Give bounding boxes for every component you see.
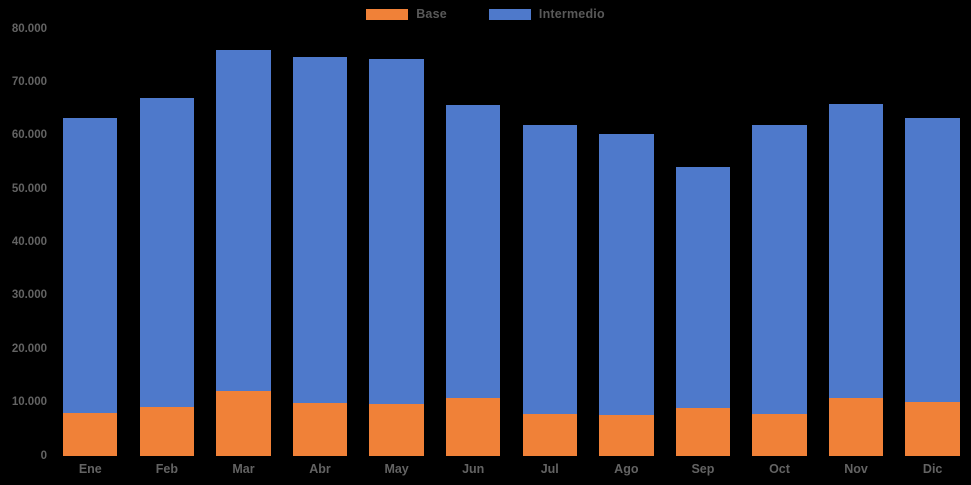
bar-jul-intermedio-segment bbox=[522, 125, 577, 415]
bar-nov bbox=[828, 29, 884, 456]
y-tick-label: 10.000 bbox=[11, 395, 47, 408]
legend-label-base: Base bbox=[416, 7, 447, 21]
bar-slot-may bbox=[358, 29, 435, 456]
bar-mar bbox=[216, 29, 271, 456]
bar-sep-base-segment bbox=[675, 407, 731, 456]
x-tick-label-jun: Jun bbox=[462, 462, 485, 476]
bar-slot-jun bbox=[435, 29, 512, 456]
x-tick-label-may: May bbox=[384, 462, 409, 476]
y-tick-label: 50.000 bbox=[11, 182, 47, 195]
bar-sep bbox=[675, 29, 731, 456]
legend-swatch-intermedio-icon bbox=[488, 8, 531, 20]
bar-jun bbox=[446, 29, 501, 456]
bar-may bbox=[369, 29, 424, 456]
bar-dic-intermedio-segment bbox=[905, 118, 960, 403]
bar-oct-base-segment bbox=[752, 414, 807, 456]
bar-nov-base-segment bbox=[828, 397, 884, 456]
bar-sep-intermedio-segment bbox=[675, 167, 731, 408]
bar-mar-intermedio-segment bbox=[216, 50, 271, 392]
bar-slot-feb bbox=[129, 29, 206, 456]
bar-feb-base-segment bbox=[139, 406, 195, 456]
bar-slot-nov bbox=[818, 29, 895, 456]
legend-swatch-base-icon bbox=[366, 8, 409, 20]
legend-item-intermedio: Intermedio bbox=[488, 7, 605, 21]
bar-slot-ene bbox=[52, 29, 129, 456]
bar-slot-sep bbox=[665, 29, 742, 456]
y-tick-label: 30.000 bbox=[11, 289, 47, 302]
bar-slot-mar bbox=[205, 29, 282, 456]
x-tick-label-nov: Nov bbox=[844, 462, 868, 476]
bar-slot-abr bbox=[282, 29, 359, 456]
plot-area bbox=[52, 29, 971, 456]
bar-dic bbox=[905, 29, 960, 456]
x-tick-label-abr: Abr bbox=[309, 462, 331, 476]
bar-abr-base-segment bbox=[292, 403, 348, 456]
bar-feb-intermedio-segment bbox=[139, 98, 195, 407]
bar-jun-base-segment bbox=[446, 398, 501, 456]
bar-feb bbox=[139, 29, 195, 456]
x-tick-label-feb: Feb bbox=[155, 462, 178, 476]
bar-ago-base-segment bbox=[599, 415, 654, 456]
bar-slot-dic bbox=[894, 29, 971, 456]
y-tick-label: 0 bbox=[40, 449, 47, 462]
y-tick-label: 20.000 bbox=[11, 342, 47, 355]
bar-slot-oct bbox=[741, 29, 818, 456]
bar-ago bbox=[599, 29, 654, 456]
x-axis: Ene Feb Mar Abr May Jun Jul Ago Sep Oct Nov Dic bbox=[52, 462, 971, 476]
bar-jun-intermedio-segment bbox=[446, 104, 501, 399]
bar-jul bbox=[522, 29, 577, 456]
bar-slot-ago bbox=[588, 29, 665, 456]
bar-ene-intermedio-segment bbox=[63, 117, 118, 414]
y-tick-label: 40.000 bbox=[11, 235, 47, 248]
bar-jul-base-segment bbox=[522, 414, 577, 456]
bar-nov-intermedio-segment bbox=[828, 103, 884, 398]
chart-legend: Base Intermedio bbox=[0, 7, 971, 21]
bar-slot-jul bbox=[511, 29, 588, 456]
x-tick-label-ago: Ago bbox=[614, 462, 639, 476]
bar-abr bbox=[292, 29, 348, 456]
y-tick-label: 70.000 bbox=[11, 75, 47, 88]
x-tick-label-sep: Sep bbox=[691, 462, 715, 476]
x-tick-label-mar: Mar bbox=[232, 462, 255, 476]
bar-mar-base-segment bbox=[216, 391, 271, 456]
bar-ago-intermedio-segment bbox=[599, 133, 654, 416]
y-tick-label: 60.000 bbox=[11, 129, 47, 141]
x-tick-label-oct: Oct bbox=[769, 462, 790, 476]
x-tick-label-ene: Ene bbox=[78, 462, 102, 476]
y-axis: 0 10.000 20.000 30.000 40.000 50.000 60.000 70.… bbox=[0, 23, 47, 461]
bar-may-base-segment bbox=[369, 403, 424, 456]
bar-dic-base-segment bbox=[905, 402, 960, 456]
bar-ene bbox=[63, 29, 118, 456]
bar-oct-intermedio-segment bbox=[752, 125, 807, 415]
bar-abr-intermedio-segment bbox=[292, 56, 348, 404]
bar-may-intermedio-segment bbox=[369, 59, 424, 404]
bar-oct bbox=[752, 29, 807, 456]
y-tick-label: 80.000 bbox=[11, 22, 47, 35]
x-tick-label-dic: Dic bbox=[922, 462, 943, 476]
legend-label-intermedio: Intermedio bbox=[538, 7, 605, 21]
bar-ene-base-segment bbox=[63, 413, 118, 456]
legend-item-base: Base bbox=[366, 7, 447, 21]
x-tick-label-jul: Jul bbox=[540, 462, 559, 476]
